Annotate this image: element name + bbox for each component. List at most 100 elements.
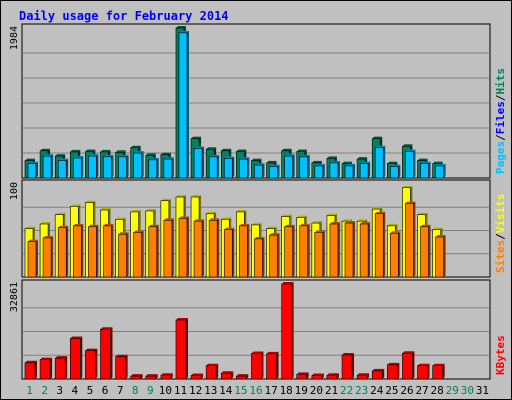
x-tick-label-4: 4 [72,384,79,397]
y-tick-label-hits-files-pages: 1984 [9,26,20,50]
bar-files-21 [329,160,340,179]
bar-files-6 [103,154,114,179]
bar-kbytes-22 [341,353,355,380]
bar-files-14 [223,156,235,179]
bar-kbytes-3 [54,356,68,380]
bar-sites-13 [208,218,220,278]
bar-sites-6 [103,223,114,278]
x-tick-label-11: 11 [174,384,187,397]
bar-files-5 [88,154,99,179]
x-tick-label-18: 18 [280,384,293,397]
x-tick-label-15: 15 [234,384,247,397]
bar-kbytes-18 [281,282,294,380]
x-tick-label-21: 21 [325,384,338,397]
x-tick-label-5: 5 [87,384,94,397]
x-tick-label-20: 20 [310,384,323,397]
bar-files-10 [163,157,174,179]
panel-kbytes: 32861 KBytes [9,279,507,380]
x-tick-label-2: 2 [41,384,48,397]
bar-files-24 [374,145,386,179]
bar-sites-5 [88,224,99,278]
bar-files-11 [178,30,189,179]
bar-kbytes-27 [417,363,430,380]
bar-kbytes-21 [326,373,339,380]
bar-files-18 [284,154,295,179]
x-tick-label-16: 16 [249,384,262,397]
bar-files-12 [193,146,205,179]
x-tick-label-1: 1 [26,384,33,397]
bar-kbytes-8 [130,374,143,380]
bar-sites-1 [27,239,38,278]
x-tick-label-26: 26 [400,384,413,397]
bar-sites-26 [405,201,416,278]
bar-sites-18 [284,224,295,278]
y-tick-label-kbytes: 32861 [9,282,20,312]
bar-files-3 [57,158,69,179]
bar-sites-12 [193,219,205,278]
bar-sites-21 [329,221,340,278]
bar-sites-2 [42,235,54,278]
bar-kbytes-15 [236,374,249,380]
series-files [27,30,446,179]
bar-files-28 [435,163,446,179]
bar-files-7 [118,154,129,179]
bar-kbytes-16 [251,351,264,380]
x-tick-label-7: 7 [117,384,124,397]
bar-sites-25 [390,231,401,278]
bar-kbytes-4 [69,336,83,380]
bar-kbytes-23 [356,373,370,380]
bar-kbytes-10 [160,373,173,380]
bar-sites-10 [163,218,174,278]
x-axis-labels: 1 2 3 4 5 6 7 8 9 10 11 12 13 14 15 16 17 18 19 20 21 22 23 24 2… [26,384,489,397]
bar-kbytes-11 [175,318,188,380]
bar-sites-17 [269,233,280,278]
bar-sites-28 [435,235,446,278]
bar-kbytes-9 [145,374,158,380]
bar-files-17 [269,164,280,179]
bar-sites-14 [223,227,235,278]
bar-kbytes-7 [115,354,128,380]
bar-kbytes-25 [387,362,400,380]
bar-files-27 [420,161,431,179]
panel-visits-sites: 100 Sites/Visits [9,179,507,278]
bar-files-1 [27,161,38,179]
bar-kbytes-12 [190,373,204,380]
bar-files-16 [254,163,265,179]
bar-sites-9 [148,224,159,278]
x-tick-label-19: 19 [295,384,308,397]
bar-files-23 [359,161,371,179]
bar-kbytes-6 [100,327,113,380]
bar-sites-8 [133,230,144,278]
bar-sites-27 [420,224,431,278]
x-tick-label-13: 13 [204,384,217,397]
x-tick-label-24: 24 [370,384,384,397]
chart-panels: 1984 Pages/Files/Hits 100 Sites/Visits 32861… [9,23,507,380]
bar-sites-24 [374,211,386,278]
x-tick-label-25: 25 [385,384,398,397]
bar-files-13 [208,154,220,179]
bar-sites-23 [359,221,371,278]
x-tick-label-28: 28 [431,384,444,397]
bar-files-20 [314,163,325,179]
bar-kbytes-5 [85,348,98,380]
bar-kbytes-28 [432,363,445,380]
bar-files-19 [299,154,310,179]
bar-kbytes-20 [311,373,324,380]
axis-label-hits-files-pages: Pages/Files/Hits [494,68,507,174]
chart-title: Daily usage for February 2014 [19,9,229,23]
bar-kbytes-24 [371,368,385,380]
x-tick-label-29: 29 [446,384,459,397]
bar-sites-20 [314,230,325,278]
bar-files-26 [405,149,416,179]
x-tick-label-30: 30 [461,384,474,397]
bar-files-4 [72,155,84,179]
bar-sites-3 [57,225,69,278]
y-tick-label-visits-sites: 100 [9,182,20,200]
bar-files-22 [344,163,356,179]
bar-kbytes-26 [402,351,415,380]
axis-label-visits-sites: Sites/Visits [494,194,507,274]
bar-files-15 [239,157,250,179]
x-tick-label-27: 27 [415,384,428,397]
bar-files-8 [133,151,144,179]
bar-files-25 [390,164,401,179]
